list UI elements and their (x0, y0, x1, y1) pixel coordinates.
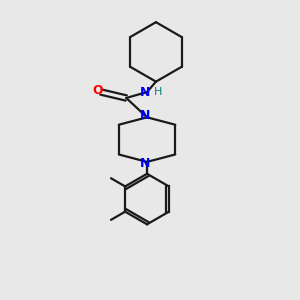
Text: N: N (140, 109, 151, 122)
Text: N: N (140, 85, 150, 98)
Text: N: N (140, 158, 151, 170)
Text: H: H (154, 87, 163, 97)
Text: O: O (92, 84, 103, 98)
